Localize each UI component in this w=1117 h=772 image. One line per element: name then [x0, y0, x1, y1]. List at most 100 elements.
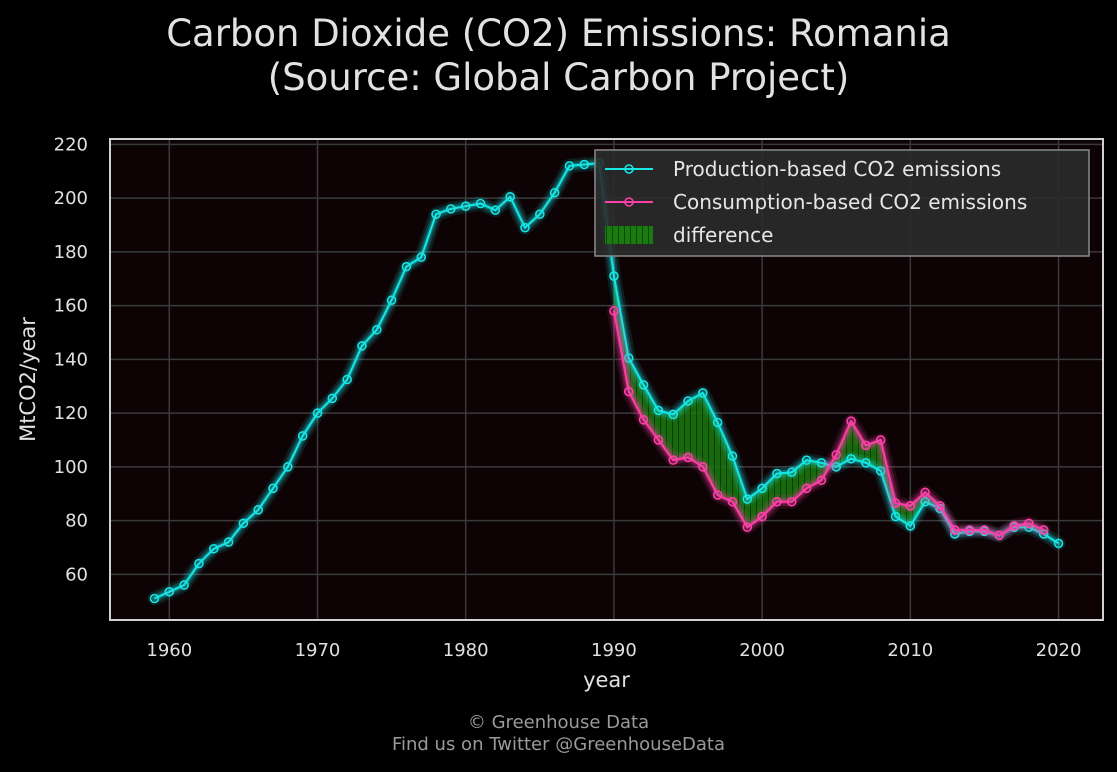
- production-series-point: [757, 483, 767, 494]
- legend-consumption-marker: [624, 197, 634, 207]
- production-series-point: [238, 518, 249, 529]
- y-axis-label: MtCO2/year: [16, 317, 40, 442]
- production-series-point: [431, 209, 441, 220]
- production-series-point: [223, 537, 234, 547]
- production-series-point: [460, 201, 471, 211]
- production-series-point: [1053, 538, 1064, 549]
- consumption-series-point: [623, 386, 634, 397]
- copyright-credit: © Greenhouse Data: [467, 712, 650, 733]
- production-series-point: [564, 161, 575, 171]
- production-series-point: [653, 405, 664, 416]
- consumption-series-point: [712, 490, 723, 500]
- production-series-point: [268, 483, 278, 494]
- consumption-series-point: [668, 455, 678, 465]
- production-series-point: [164, 586, 175, 597]
- production-series-point: [1038, 529, 1049, 539]
- consumption-series-point: [861, 440, 871, 451]
- consumption-series-point: [757, 511, 767, 522]
- chart: 1960 1970 1980 1990 2000 2010 2020 60 80 100 120 14…: [16, 134, 1104, 692]
- consumption-series-point: [920, 487, 930, 498]
- production-series-point: [890, 511, 901, 522]
- production-series-point: [179, 580, 189, 590]
- y-tick-label: 80: [65, 511, 88, 532]
- consumption-series-point: [890, 498, 901, 508]
- x-tick-label: 1960: [146, 640, 192, 661]
- production-series-point: [253, 505, 264, 515]
- production-series-point: [357, 341, 367, 351]
- production-series-point: [342, 374, 352, 385]
- production-series-point: [327, 393, 338, 404]
- consumption-series-point: [964, 525, 975, 535]
- consumption-series-point: [638, 415, 649, 425]
- production-series-point: [194, 558, 204, 569]
- consumption-series-point: [653, 435, 664, 445]
- y-tick-label: 60: [65, 564, 88, 585]
- x-tick-label: 1970: [295, 640, 341, 661]
- legend: Production-based CO2 emissions Consumptio…: [594, 149, 1090, 257]
- legend-difference-swatch: [605, 226, 653, 244]
- production-series-point: [609, 271, 619, 281]
- production-series-point: [475, 198, 486, 209]
- legend-production-label: Production-based CO2 emissions: [673, 157, 1001, 181]
- production-series-point: [861, 458, 871, 468]
- production-series-point: [283, 462, 293, 472]
- production-series-point: [579, 159, 590, 170]
- production-series-point: [712, 417, 723, 428]
- production-series-point: [401, 261, 412, 272]
- consumption-series-line: [612, 310, 1045, 537]
- production-series-point: [549, 187, 560, 198]
- consumption-series-point: [772, 496, 782, 507]
- production-series-point: [905, 521, 916, 531]
- production-series-point: [623, 353, 634, 363]
- chart-subtitle: (Source: Global Carbon Project): [267, 56, 850, 99]
- production-series-point: [846, 453, 856, 464]
- consumption-series-point: [727, 496, 738, 507]
- legend-production-marker: [624, 164, 634, 174]
- consumption-series-point: [949, 525, 960, 535]
- production-series-point: [698, 388, 708, 398]
- consumption-series-point: [846, 416, 856, 426]
- production-series-point: [371, 324, 382, 335]
- consumption-series-point: [683, 452, 693, 463]
- consumption-series-point: [994, 530, 1005, 541]
- production-series-point: [668, 409, 678, 420]
- production-series-point: [831, 462, 842, 472]
- twitter-credit: Find us on Twitter @GreenhouseData: [391, 734, 726, 755]
- production-series-point: [801, 455, 812, 465]
- production-series-point: [312, 408, 323, 418]
- production-series-point: [297, 431, 308, 441]
- y-tick-label: 180: [54, 242, 88, 263]
- plot-frame: [109, 138, 1104, 621]
- consumption-series-point: [801, 483, 812, 494]
- y-tick-label: 100: [54, 457, 88, 478]
- x-tick-label: 1990: [591, 640, 637, 661]
- x-tick-label: 2000: [739, 640, 785, 661]
- consumption-series-point: [979, 525, 990, 535]
- y-tick-label: 200: [54, 188, 88, 209]
- chart-title: Carbon Dioxide (CO2) Emissions: Romania: [166, 12, 951, 55]
- y-tick-label: 160: [54, 296, 88, 317]
- consumption-series-point: [816, 475, 827, 486]
- x-tick-label: 2010: [887, 640, 933, 661]
- consumption-series-point: [609, 306, 619, 316]
- production-series-point: [920, 496, 930, 507]
- consumption-series-point: [786, 496, 797, 507]
- consumption-series-point: [742, 522, 753, 533]
- production-series-point: [446, 204, 456, 214]
- y-tick-label: 220: [54, 134, 88, 155]
- consumption-series-point: [1009, 521, 1019, 531]
- production-series-point: [742, 494, 753, 504]
- production-series-point: [208, 543, 219, 554]
- consumption-series-point: [875, 435, 886, 445]
- consumption-series-point: [1038, 525, 1049, 535]
- production-series-point: [786, 467, 797, 478]
- y-tick-label: 140: [54, 349, 88, 370]
- production-series-point: [683, 396, 693, 406]
- difference-area: [613, 276, 1044, 536]
- x-tick-label: 2020: [1036, 640, 1082, 661]
- x-tick-label: 1980: [443, 640, 489, 661]
- consumption-series-point: [935, 500, 945, 511]
- production-series-point: [386, 295, 397, 306]
- production-series-point: [149, 593, 160, 604]
- production-series-point: [772, 468, 782, 479]
